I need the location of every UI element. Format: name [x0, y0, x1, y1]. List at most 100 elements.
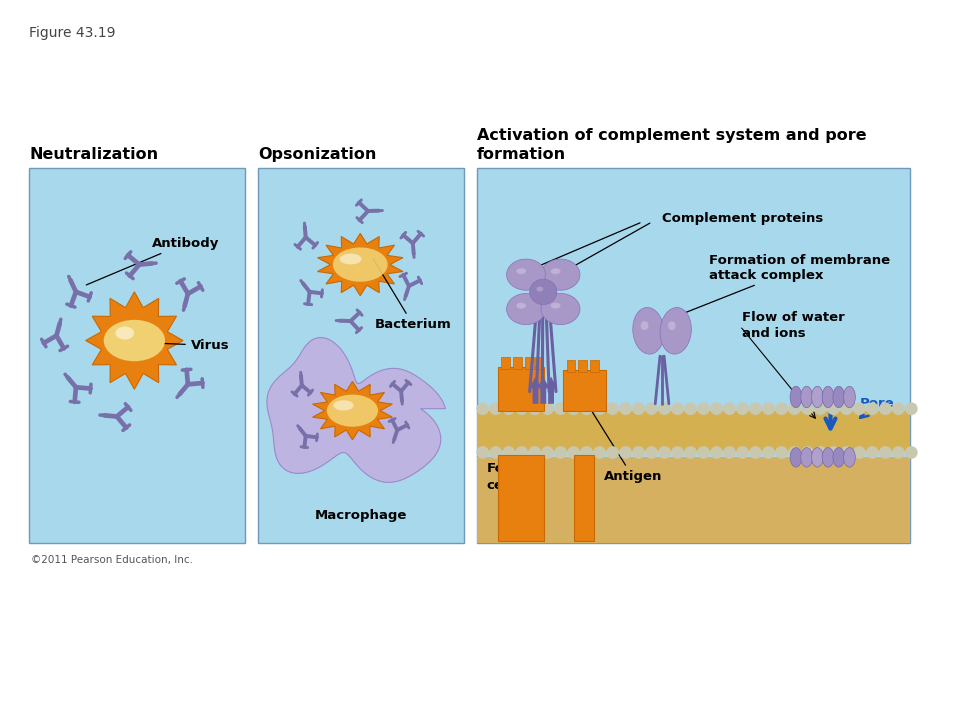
FancyBboxPatch shape: [29, 168, 246, 543]
Circle shape: [710, 403, 722, 414]
Circle shape: [503, 403, 515, 414]
Circle shape: [710, 447, 722, 458]
FancyBboxPatch shape: [477, 168, 910, 543]
Ellipse shape: [668, 321, 676, 330]
Ellipse shape: [333, 248, 388, 282]
Ellipse shape: [551, 269, 561, 274]
Bar: [477, 457, 910, 543]
Polygon shape: [318, 233, 403, 296]
Bar: [497, 456, 544, 541]
Text: Antigen: Antigen: [586, 401, 662, 483]
Ellipse shape: [516, 269, 526, 274]
Circle shape: [529, 403, 540, 414]
Circle shape: [776, 447, 787, 458]
Ellipse shape: [541, 294, 580, 325]
Text: Virus: Virus: [142, 339, 229, 352]
Circle shape: [737, 447, 748, 458]
Circle shape: [893, 403, 904, 414]
Text: Opsonization: Opsonization: [258, 148, 376, 162]
Circle shape: [555, 403, 566, 414]
Ellipse shape: [640, 321, 648, 330]
Ellipse shape: [340, 253, 362, 264]
Circle shape: [763, 403, 774, 414]
Circle shape: [879, 403, 891, 414]
Circle shape: [750, 403, 761, 414]
Circle shape: [620, 403, 632, 414]
Text: Formation of membrane
attack complex: Formation of membrane attack complex: [668, 253, 890, 320]
Circle shape: [594, 447, 605, 458]
Ellipse shape: [551, 302, 561, 309]
Circle shape: [737, 403, 748, 414]
Circle shape: [672, 447, 684, 458]
Ellipse shape: [541, 259, 580, 290]
Ellipse shape: [801, 387, 812, 408]
Polygon shape: [530, 377, 541, 404]
Text: Bacterium: Bacterium: [373, 259, 451, 331]
Circle shape: [607, 447, 618, 458]
Bar: [513, 357, 522, 369]
Polygon shape: [538, 377, 549, 404]
Bar: [535, 357, 543, 369]
Text: Figure 43.19: Figure 43.19: [29, 26, 116, 40]
Polygon shape: [545, 377, 557, 404]
Ellipse shape: [507, 294, 545, 325]
Polygon shape: [267, 338, 445, 482]
Circle shape: [828, 447, 839, 458]
Circle shape: [802, 447, 813, 458]
Circle shape: [646, 447, 658, 458]
Ellipse shape: [537, 287, 543, 292]
Circle shape: [684, 403, 696, 414]
Ellipse shape: [530, 279, 557, 305]
Circle shape: [815, 447, 826, 458]
Circle shape: [684, 447, 696, 458]
Ellipse shape: [633, 307, 664, 354]
Circle shape: [529, 447, 540, 458]
Circle shape: [905, 403, 917, 414]
Bar: [590, 360, 599, 372]
Circle shape: [724, 447, 735, 458]
Text: Antibody: Antibody: [86, 237, 219, 285]
Circle shape: [516, 403, 527, 414]
Bar: [477, 410, 910, 451]
Circle shape: [776, 403, 787, 414]
Circle shape: [646, 403, 658, 414]
Circle shape: [853, 403, 865, 414]
Circle shape: [477, 403, 489, 414]
Ellipse shape: [833, 448, 845, 467]
Bar: [574, 456, 594, 541]
Text: ©2011 Pearson Education, Inc.: ©2011 Pearson Education, Inc.: [31, 554, 193, 564]
Bar: [566, 360, 575, 372]
Ellipse shape: [507, 259, 545, 290]
Polygon shape: [313, 382, 393, 440]
Circle shape: [763, 447, 774, 458]
Circle shape: [516, 447, 527, 458]
Circle shape: [750, 447, 761, 458]
Circle shape: [503, 447, 515, 458]
Circle shape: [879, 447, 891, 458]
Circle shape: [633, 447, 644, 458]
Circle shape: [789, 447, 800, 458]
Ellipse shape: [790, 448, 802, 467]
Circle shape: [555, 447, 566, 458]
Circle shape: [542, 447, 553, 458]
Circle shape: [841, 447, 852, 458]
Ellipse shape: [833, 387, 845, 408]
Circle shape: [581, 403, 592, 414]
Circle shape: [905, 447, 917, 458]
Circle shape: [672, 403, 684, 414]
Bar: [497, 366, 544, 410]
Ellipse shape: [844, 387, 855, 408]
Ellipse shape: [811, 387, 823, 408]
Ellipse shape: [114, 327, 155, 354]
Circle shape: [542, 403, 553, 414]
Ellipse shape: [115, 327, 134, 340]
Circle shape: [568, 447, 579, 458]
Text: Complement proteins: Complement proteins: [662, 212, 824, 225]
Text: Neutralization: Neutralization: [29, 148, 158, 162]
Bar: [525, 357, 534, 369]
Circle shape: [659, 447, 670, 458]
Ellipse shape: [660, 307, 691, 354]
Text: Activation of complement system and pore
formation: Activation of complement system and pore…: [477, 128, 867, 162]
Circle shape: [477, 447, 489, 458]
FancyBboxPatch shape: [258, 168, 465, 543]
